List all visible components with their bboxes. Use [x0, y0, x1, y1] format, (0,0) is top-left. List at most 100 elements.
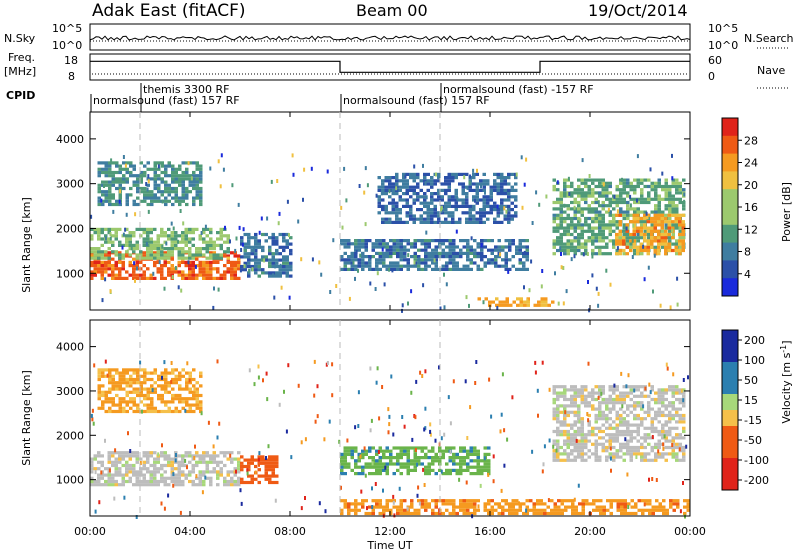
data-cell — [90, 227, 94, 231]
data-cell — [364, 222, 367, 227]
data-cell — [654, 442, 658, 446]
data-cell — [602, 508, 606, 512]
data-cell — [686, 502, 690, 506]
data-cell — [100, 273, 104, 277]
data-cell — [377, 204, 381, 208]
data-cell — [459, 255, 463, 259]
data-cell — [396, 511, 400, 516]
data-cell — [398, 188, 402, 192]
data-cell — [573, 433, 577, 437]
data-cell — [671, 401, 675, 405]
data-cell — [97, 267, 101, 271]
data-cell — [118, 227, 122, 231]
data-cell — [451, 217, 455, 221]
data-cell — [156, 237, 160, 241]
data-cell — [594, 191, 598, 195]
data-cell — [476, 456, 480, 460]
data-cell — [581, 511, 585, 516]
data-cell — [100, 473, 104, 477]
data-cell — [149, 253, 153, 257]
data-cell — [584, 181, 588, 185]
data-cell — [188, 237, 192, 241]
data-cell — [640, 252, 644, 256]
data-cell — [540, 300, 544, 304]
data-cell — [671, 452, 675, 456]
data-cell — [573, 449, 577, 453]
data-cell — [171, 202, 175, 207]
data-cell — [417, 248, 421, 252]
data-cell — [597, 200, 600, 205]
data-cell — [591, 242, 595, 246]
data-cell — [205, 470, 209, 474]
data-cell — [216, 483, 220, 487]
data-cell — [396, 239, 400, 243]
data-cell — [133, 261, 136, 266]
data-cell — [167, 260, 171, 264]
data-cell — [632, 226, 636, 230]
data-cell — [488, 377, 491, 382]
data-cell — [93, 260, 97, 264]
data-cell — [633, 413, 637, 418]
data-cell — [188, 273, 192, 277]
data-cell — [150, 167, 154, 171]
data-cell — [671, 181, 675, 185]
data-cell — [633, 429, 637, 434]
data-cell — [136, 390, 140, 394]
data-cell — [594, 239, 598, 243]
data-cell — [573, 213, 577, 217]
data-cell — [427, 245, 431, 249]
data-cell — [375, 380, 378, 385]
data-cell — [563, 420, 567, 424]
data-cell — [139, 273, 143, 277]
colorbar-swatch — [722, 474, 738, 491]
power-cbar-label: Power [dB] — [780, 182, 793, 242]
data-cell — [633, 394, 637, 398]
data-cell — [157, 196, 161, 200]
data-cell — [257, 242, 261, 246]
data-cell — [401, 303, 404, 308]
data-cell — [566, 436, 570, 440]
data-cell — [682, 429, 686, 434]
data-cell — [149, 273, 153, 277]
data-cell — [108, 400, 112, 404]
data-cell — [233, 264, 237, 268]
data-cell — [473, 248, 477, 252]
data-cell — [114, 479, 118, 484]
data-cell — [185, 161, 189, 165]
data-cell — [177, 260, 181, 264]
data-cell — [650, 420, 654, 424]
data-cell — [671, 404, 675, 408]
data-cell — [653, 248, 657, 253]
data-cell — [492, 479, 495, 484]
data-cell — [452, 267, 456, 271]
data-cell — [646, 220, 650, 224]
data-cell — [111, 180, 115, 184]
data-cell — [626, 210, 630, 214]
data-cell — [132, 390, 136, 394]
data-cell — [671, 436, 675, 440]
data-cell — [374, 482, 377, 486]
data-cell — [660, 226, 664, 230]
data-cell — [672, 508, 676, 512]
data-cell — [667, 232, 671, 237]
data-cell — [150, 371, 154, 375]
data-cell — [226, 250, 230, 254]
data-cell — [507, 172, 511, 176]
data-cell — [268, 236, 272, 240]
data-cell — [157, 199, 161, 203]
data-cell — [113, 496, 116, 501]
data-cell — [101, 161, 105, 165]
data-cell — [419, 188, 423, 192]
data-cell — [465, 195, 469, 199]
data-cell — [455, 456, 459, 460]
data-cell — [437, 198, 441, 202]
data-cell — [682, 378, 685, 382]
data-cell — [361, 465, 365, 469]
data-cell — [142, 231, 146, 235]
data-cell — [188, 276, 192, 280]
data-cell — [153, 170, 157, 175]
data-cell — [639, 232, 643, 237]
data-cell — [167, 193, 171, 197]
data-cell — [468, 211, 472, 215]
data-cell — [398, 198, 402, 202]
